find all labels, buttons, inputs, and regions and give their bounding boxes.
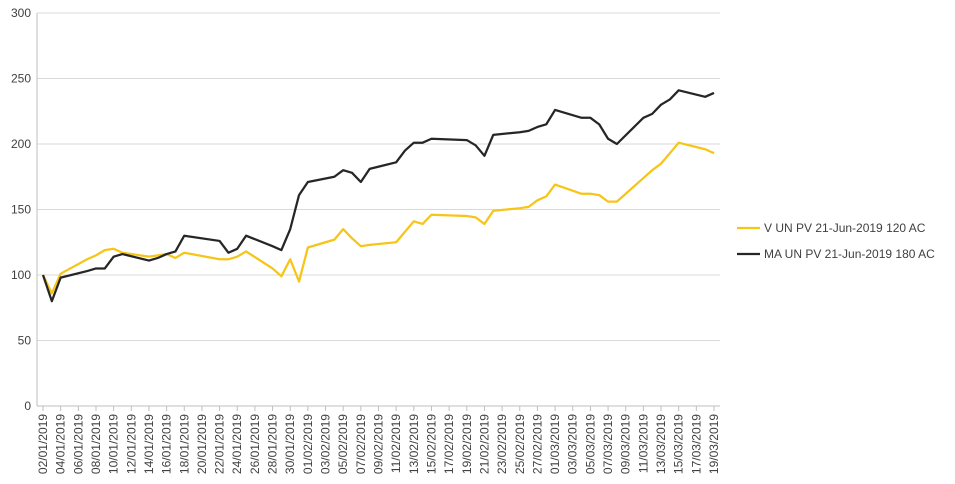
x-tick-label: 13/03/2019 [654, 414, 668, 474]
x-tick-label: 13/02/2019 [407, 414, 421, 474]
x-tick-label: 24/01/2019 [230, 414, 244, 474]
x-tick-label: 03/02/2019 [319, 414, 333, 474]
y-tick-label: 300 [11, 6, 31, 20]
x-tick-label: 10/01/2019 [107, 414, 121, 474]
x-tick-label: 01/03/2019 [548, 414, 562, 474]
x-tick-label: 26/01/2019 [248, 414, 262, 474]
x-tick-label: 17/03/2019 [689, 414, 703, 474]
x-tick-label: 20/01/2019 [195, 414, 209, 474]
x-tick-label: 02/01/2019 [36, 414, 50, 474]
x-tick-label: 03/03/2019 [566, 414, 580, 474]
x-tick-label: 05/02/2019 [336, 414, 350, 474]
x-tick-label: 17/02/2019 [442, 414, 456, 474]
y-tick-label: 0 [24, 399, 31, 413]
x-tick-label: 01/02/2019 [301, 414, 315, 474]
x-tick-label: 18/01/2019 [177, 414, 191, 474]
x-tick-label: 19/02/2019 [460, 414, 474, 474]
x-tick-label: 23/02/2019 [495, 414, 509, 474]
x-tick-label: 07/02/2019 [354, 414, 368, 474]
x-tick-label: 28/01/2019 [266, 414, 280, 474]
x-tick-label: 14/01/2019 [142, 414, 156, 474]
y-tick-label: 100 [11, 268, 31, 282]
x-tick-label: 05/03/2019 [583, 414, 597, 474]
x-tick-label: 11/03/2019 [636, 414, 650, 473]
series-line [41, 141, 715, 295]
x-tick-label: 21/02/2019 [477, 414, 491, 474]
legend-label: MA UN PV 21-Jun-2019 180 AC [764, 247, 935, 261]
x-tick-label: 07/03/2019 [601, 414, 615, 474]
x-tick-label: 25/02/2019 [513, 414, 527, 474]
x-tick-label: 11/02/2019 [389, 414, 403, 473]
x-tick-label: 15/03/2019 [672, 414, 686, 474]
series-line [41, 89, 715, 303]
x-tick-label: 22/01/2019 [213, 414, 227, 474]
x-tick-label: 09/03/2019 [619, 414, 633, 474]
x-tick-label: 08/01/2019 [89, 414, 103, 474]
x-tick-label: 27/02/2019 [530, 414, 544, 474]
legend-label: V UN PV 21-Jun-2019 120 AC [764, 221, 926, 235]
x-tick-label: 09/02/2019 [372, 414, 386, 474]
y-tick-label: 50 [18, 334, 32, 348]
x-tick-label: 30/01/2019 [283, 414, 297, 474]
y-tick-label: 200 [11, 137, 31, 151]
y-tick-label: 150 [11, 203, 31, 217]
x-tick-label: 16/01/2019 [160, 414, 174, 474]
x-tick-label: 04/01/2019 [54, 414, 68, 474]
x-tick-label: 06/01/2019 [71, 414, 85, 474]
x-tick-label: 12/01/2019 [124, 414, 138, 474]
x-tick-label: 19/03/2019 [707, 414, 721, 474]
x-tick-label: 15/02/2019 [424, 414, 438, 474]
y-tick-label: 250 [11, 72, 31, 86]
